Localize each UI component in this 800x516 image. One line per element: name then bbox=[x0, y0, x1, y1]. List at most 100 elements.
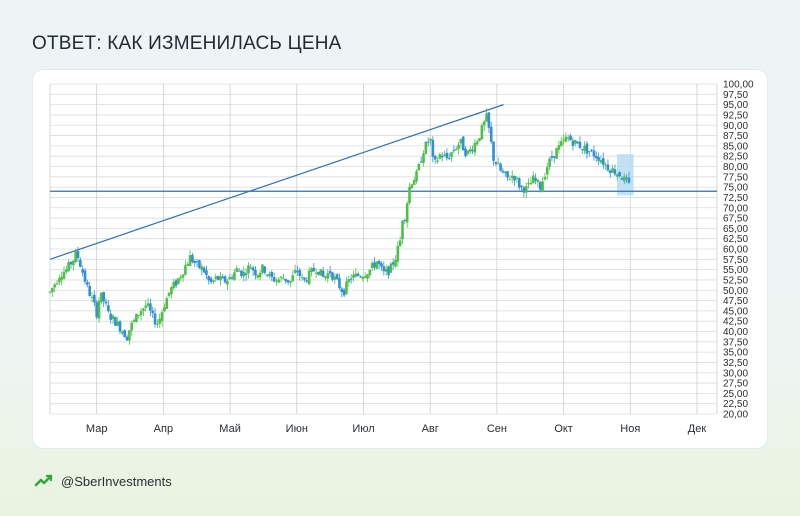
candle-body bbox=[405, 203, 409, 223]
candle-body bbox=[401, 220, 404, 240]
candle-body bbox=[282, 278, 285, 280]
candle-body bbox=[88, 285, 91, 296]
candle-body bbox=[291, 275, 295, 282]
y-tick-label: 35,00 bbox=[723, 348, 748, 359]
candle-body bbox=[132, 319, 136, 322]
candle-body bbox=[118, 321, 122, 332]
candle-body bbox=[58, 278, 61, 283]
candle-body bbox=[506, 171, 509, 178]
y-tick-label: 30,00 bbox=[723, 368, 748, 379]
candle-body bbox=[177, 278, 180, 284]
candle-body bbox=[279, 276, 283, 278]
page-title: ОТВЕТ: КАК ИЗМЕНИЛАСЬ ЦЕНА bbox=[32, 33, 342, 54]
candle-body bbox=[384, 268, 388, 272]
candle-body bbox=[307, 270, 311, 285]
candle-body bbox=[69, 261, 73, 265]
candle-body bbox=[261, 264, 264, 273]
candle-body bbox=[151, 310, 155, 314]
candle-body bbox=[450, 152, 453, 158]
candle-body bbox=[524, 186, 528, 193]
highlight-rect bbox=[616, 154, 634, 196]
candle-body bbox=[275, 280, 278, 282]
candle-body bbox=[240, 270, 243, 277]
candle-body bbox=[391, 262, 395, 265]
candle-body bbox=[195, 261, 199, 263]
x-tick-label: Май bbox=[219, 423, 241, 435]
candle-body bbox=[461, 136, 465, 151]
candle-body bbox=[380, 263, 383, 267]
y-tick-label: 82,50 bbox=[723, 152, 748, 163]
candle-body bbox=[53, 284, 56, 288]
candle-body bbox=[286, 280, 290, 283]
candle-body bbox=[592, 150, 596, 157]
candle-body bbox=[618, 172, 621, 177]
candle-body bbox=[608, 170, 612, 174]
candle-body bbox=[254, 269, 257, 276]
candle-body bbox=[375, 261, 379, 269]
candle-body bbox=[601, 158, 605, 165]
candle-body bbox=[454, 148, 458, 150]
y-tick-label: 80,00 bbox=[723, 162, 748, 173]
candle-body bbox=[396, 245, 400, 262]
candle-body bbox=[100, 292, 103, 303]
candle-body bbox=[555, 148, 558, 159]
candle-body bbox=[501, 170, 505, 173]
y-tick-label: 87,50 bbox=[723, 131, 748, 142]
candle-body bbox=[289, 280, 292, 283]
candle-body bbox=[335, 274, 339, 279]
candle-body bbox=[431, 139, 435, 157]
candle-body bbox=[107, 305, 110, 312]
y-tick-label: 25,00 bbox=[723, 389, 748, 400]
resistance-trendline bbox=[49, 104, 504, 260]
candle-body bbox=[613, 169, 617, 175]
candle-body bbox=[529, 182, 533, 185]
candle-body bbox=[188, 255, 192, 266]
candle-body bbox=[284, 278, 288, 282]
candle-body bbox=[324, 276, 327, 278]
candle-body bbox=[459, 139, 463, 144]
candle-body bbox=[606, 164, 610, 171]
highlight-zone bbox=[616, 154, 634, 196]
candle-body bbox=[158, 318, 162, 324]
candle-body bbox=[585, 143, 589, 154]
candle-body bbox=[205, 270, 208, 276]
candle-body bbox=[298, 270, 302, 276]
candle-body bbox=[377, 260, 381, 265]
x-axis-labels: Мар Апр Май Июн Июл Авг Сен Окт Ноя Дек bbox=[86, 423, 706, 435]
candle-body bbox=[515, 178, 519, 180]
candle-body bbox=[114, 317, 117, 326]
x-tick-label: Мар bbox=[86, 423, 108, 435]
candle-body bbox=[277, 279, 281, 283]
candle-body bbox=[370, 263, 374, 269]
candle-body bbox=[373, 262, 376, 268]
candle-body bbox=[580, 149, 584, 151]
candle-body bbox=[90, 296, 94, 298]
candle-body bbox=[72, 260, 75, 266]
candle-body bbox=[562, 139, 565, 141]
candle-body bbox=[503, 171, 507, 173]
candle-body bbox=[93, 294, 96, 303]
candle-body bbox=[314, 272, 318, 274]
candle-body bbox=[485, 113, 488, 122]
candle-body bbox=[625, 177, 628, 179]
x-tick-label: Сен bbox=[487, 423, 507, 435]
candle-body bbox=[247, 265, 250, 274]
candle-body bbox=[230, 277, 234, 279]
y-tick-label: 20,00 bbox=[723, 410, 748, 421]
candle-body bbox=[48, 291, 52, 293]
y-tick-label: 60,00 bbox=[723, 245, 748, 256]
candle-body bbox=[417, 163, 421, 171]
candle-body bbox=[340, 288, 344, 293]
candle-body bbox=[338, 278, 341, 288]
candle-body bbox=[354, 273, 358, 277]
sber-logo-icon bbox=[33, 472, 55, 490]
candle-body bbox=[130, 322, 134, 331]
y-tick-label: 97,50 bbox=[723, 90, 748, 101]
candle-body bbox=[296, 270, 299, 272]
candle-body bbox=[265, 274, 269, 276]
candle-body bbox=[433, 155, 437, 160]
candle-body bbox=[356, 273, 360, 276]
y-tick-label: 52,50 bbox=[723, 275, 748, 286]
candle-body bbox=[219, 276, 222, 281]
candle-body bbox=[419, 161, 423, 163]
